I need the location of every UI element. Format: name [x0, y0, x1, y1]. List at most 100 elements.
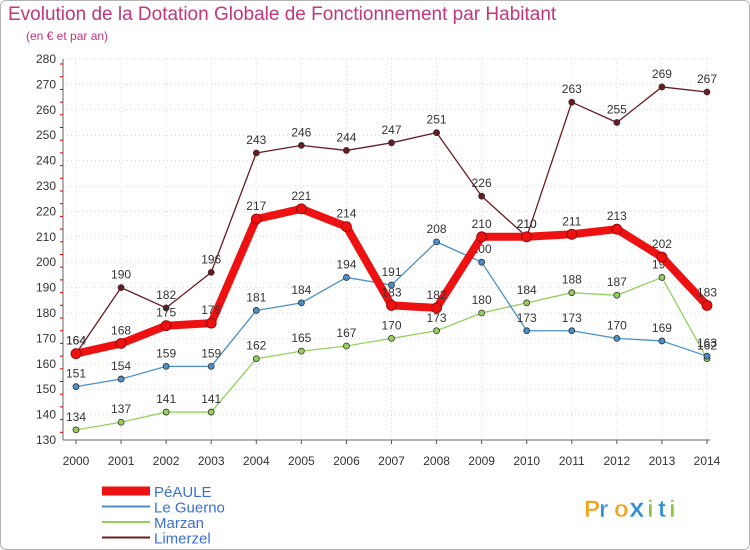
legend-label: Limerzel [154, 531, 211, 548]
data-point-limerzel [343, 147, 350, 154]
data-point-limerzel [433, 129, 440, 137]
logo-letter: x [629, 492, 645, 523]
data-label-limerzel: 255 [607, 103, 627, 117]
data-point-limerzel [252, 149, 260, 157]
data-point-limerzel [703, 88, 711, 96]
data-point-le-guerno [343, 274, 350, 281]
data-label-limerzel: 244 [336, 130, 356, 144]
chart-title: Evolution de la Dotation Globale de Fonc… [8, 4, 557, 25]
data-label-p-aule: 211 [562, 214, 581, 228]
data-label-le-guerno: 170 [607, 318, 627, 332]
data-label-marzan: 167 [336, 326, 356, 340]
data-point-le-guerno [613, 334, 621, 342]
data-label-marzan: 141 [201, 392, 221, 406]
data-point-p-aule [566, 228, 578, 240]
x-tick-label: 2000 [63, 454, 90, 468]
legend-label: Marzan [154, 515, 204, 532]
logo-letter: r [599, 496, 608, 523]
data-label-marzan: 137 [111, 402, 131, 416]
x-tick-label: 2013 [649, 454, 676, 468]
x-tick-label: 2001 [108, 454, 135, 468]
data-point-limerzel [117, 284, 125, 292]
data-label-marzan: 165 [291, 331, 311, 345]
data-label-marzan: 184 [517, 283, 537, 297]
data-point-marzan [72, 426, 80, 434]
data-label-le-guerno: 191 [381, 265, 401, 279]
data-label-le-guerno: 169 [652, 321, 672, 335]
data-point-p-aule [160, 320, 172, 332]
chart-subtitle: (en € et par an) [26, 29, 109, 43]
data-label-marzan: 170 [381, 318, 401, 332]
data-point-p-aule [521, 231, 533, 243]
y-tick-label: 230 [36, 179, 56, 193]
data-point-p-aule [250, 213, 262, 225]
y-tick-label: 160 [36, 357, 56, 371]
data-point-limerzel [297, 141, 305, 149]
data-label-limerzel: 210 [517, 217, 537, 231]
x-tick-label: 2002 [153, 454, 180, 468]
data-label-marzan: 162 [246, 339, 266, 353]
data-point-marzan [207, 408, 215, 416]
data-point-marzan [658, 274, 666, 281]
x-tick-label: 2004 [243, 454, 270, 468]
data-label-limerzel: 226 [472, 176, 492, 190]
y-tick-label: 220 [36, 204, 56, 218]
data-label-le-guerno: 159 [201, 346, 221, 360]
data-point-marzan [523, 299, 531, 307]
x-tick-label: 2007 [378, 454, 405, 468]
data-point-p-aule [295, 203, 307, 215]
data-point-le-guerno [162, 362, 170, 370]
data-label-p-aule: 164 [66, 334, 86, 348]
data-label-p-aule: 213 [607, 209, 627, 223]
data-label-le-guerno: 173 [562, 311, 582, 325]
data-label-limerzel: 251 [427, 113, 447, 127]
y-tick-label: 210 [36, 230, 56, 244]
data-label-marzan: 188 [562, 273, 582, 287]
data-label-p-aule: 183 [381, 285, 401, 299]
data-point-le-guerno [117, 375, 125, 383]
data-label-p-aule: 221 [291, 189, 311, 203]
data-point-marzan [162, 408, 170, 416]
legend-label: Le Guerno [154, 500, 225, 517]
data-point-marzan [613, 291, 621, 299]
data-label-p-aule: 182 [427, 288, 447, 302]
data-label-limerzel: 164 [66, 334, 86, 348]
data-label-marzan: 180 [472, 293, 492, 307]
data-label-le-guerno: 184 [291, 283, 311, 297]
data-label-limerzel: 196 [201, 252, 221, 266]
y-tick-label: 260 [36, 103, 56, 117]
y-tick-label: 240 [36, 154, 56, 168]
x-tick-label: 2014 [694, 454, 721, 468]
data-point-p-aule [341, 221, 352, 233]
y-tick-label: 280 [36, 52, 56, 66]
data-point-le-guerno [207, 362, 215, 370]
data-point-le-guerno [297, 299, 305, 307]
data-label-le-guerno: 163 [697, 336, 717, 350]
data-label-le-guerno: 194 [336, 257, 356, 271]
data-point-limerzel [613, 119, 621, 126]
data-label-limerzel: 246 [291, 125, 311, 139]
data-label-marzan: 141 [156, 392, 176, 406]
legend-label: PéAULE [154, 484, 212, 501]
data-point-limerzel [388, 139, 395, 147]
y-tick-label: 270 [36, 77, 56, 91]
data-point-le-guerno [72, 383, 80, 391]
y-tick-label: 130 [36, 433, 56, 447]
data-point-p-aule [115, 338, 127, 349]
data-point-le-guerno [388, 281, 395, 289]
data-point-limerzel [162, 304, 170, 312]
data-point-marzan [388, 334, 395, 342]
data-point-le-guerno [252, 307, 260, 314]
data-label-p-aule: 175 [156, 306, 176, 320]
y-tick-label: 250 [36, 128, 56, 142]
data-point-limerzel [207, 268, 215, 276]
data-label-p-aule: 176 [201, 303, 221, 317]
y-tick-label: 140 [36, 408, 56, 422]
data-label-limerzel: 263 [562, 82, 582, 96]
data-label-le-guerno: 173 [517, 311, 537, 325]
data-label-limerzel: 182 [156, 288, 176, 302]
plot-area [63, 59, 710, 440]
proxiti-logo: Pr o x i t i [584, 492, 676, 524]
y-tick-label: 200 [36, 255, 56, 269]
data-point-limerzel [658, 83, 666, 91]
